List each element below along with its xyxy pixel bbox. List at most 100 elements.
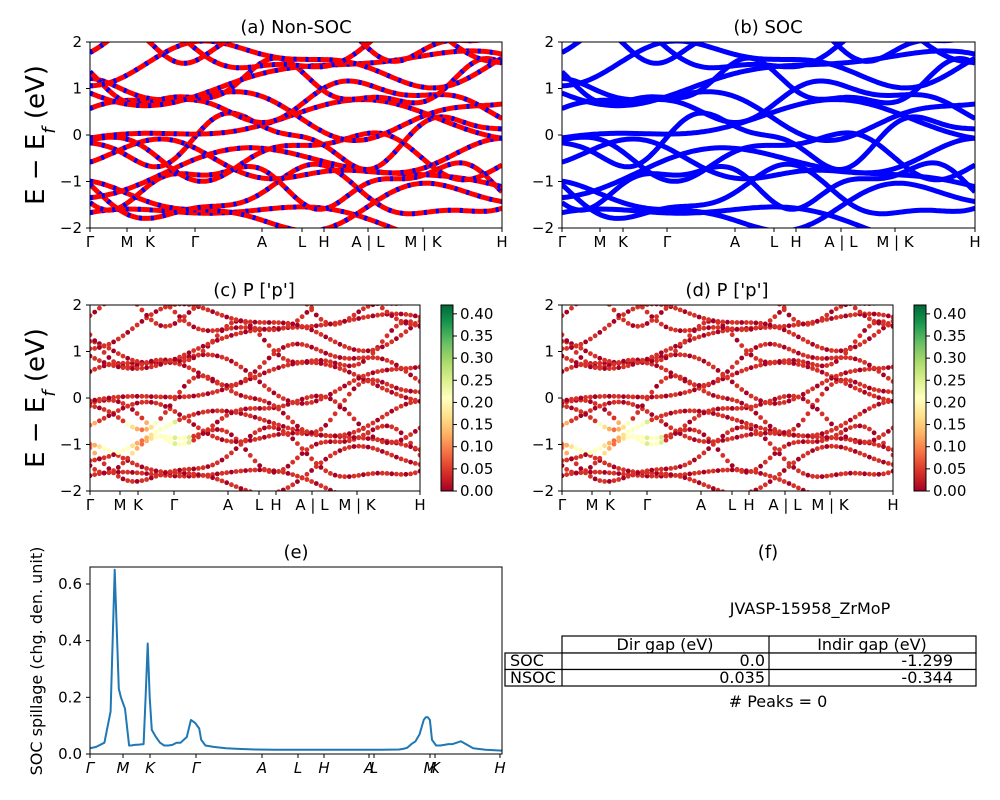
band-point xyxy=(734,383,740,389)
band-point xyxy=(635,424,641,430)
band-point xyxy=(706,446,711,452)
band-point xyxy=(304,451,310,457)
band-point xyxy=(394,426,399,432)
band-point xyxy=(144,312,150,318)
band-point xyxy=(323,319,329,325)
band-point xyxy=(361,373,366,379)
band-point xyxy=(668,352,674,358)
band-point xyxy=(172,309,178,315)
band-point xyxy=(200,343,206,349)
band-point xyxy=(588,336,593,342)
band-point xyxy=(616,360,622,365)
panel-d-title: (d) P ['p'] xyxy=(685,280,768,301)
band-point xyxy=(819,369,825,375)
band-point xyxy=(243,325,249,330)
band-point xyxy=(351,356,357,361)
band-point xyxy=(885,322,891,328)
band-point xyxy=(375,312,380,318)
band-point xyxy=(767,455,773,461)
band-point xyxy=(347,282,352,287)
band-point xyxy=(810,439,815,445)
band-point xyxy=(115,415,121,420)
band-point xyxy=(569,305,574,311)
band-point xyxy=(219,408,225,414)
xtick-label: A | L xyxy=(768,496,802,514)
colorbar-tick-label: 0.35 xyxy=(933,327,966,345)
band-point xyxy=(120,476,126,482)
band-point xyxy=(857,387,863,393)
band-point xyxy=(257,364,263,370)
band-point xyxy=(130,393,135,399)
band-point xyxy=(328,487,333,491)
band-point xyxy=(257,436,263,441)
band-point xyxy=(625,394,631,400)
band-point xyxy=(583,284,588,289)
band-point xyxy=(313,323,319,329)
band-point xyxy=(120,469,126,475)
band-point xyxy=(781,479,787,484)
band-point xyxy=(602,402,607,407)
band-point xyxy=(796,350,801,356)
xtick-label: K xyxy=(430,759,441,777)
band-point xyxy=(205,391,211,397)
band-point xyxy=(304,325,310,331)
band-point xyxy=(796,439,801,445)
band-point xyxy=(625,309,631,314)
colorbar-tick-label: 0.20 xyxy=(933,393,966,411)
band-point xyxy=(796,394,801,400)
band-point xyxy=(379,339,385,344)
band-point xyxy=(148,358,154,364)
xtick-label: Γ xyxy=(663,233,672,251)
xtick-label: Γ xyxy=(86,233,95,251)
band-point xyxy=(687,476,693,482)
band-point xyxy=(323,394,329,400)
band-point xyxy=(654,314,659,319)
band-point xyxy=(777,400,782,406)
xtick-label: M | K xyxy=(404,233,443,251)
band-point xyxy=(677,352,683,358)
band-point xyxy=(153,434,159,440)
band-point xyxy=(569,396,574,402)
band-point xyxy=(871,318,877,324)
band-point xyxy=(144,360,150,365)
band-point xyxy=(838,371,844,377)
band-point xyxy=(606,462,612,468)
band-point xyxy=(602,470,607,475)
band-point xyxy=(177,305,182,307)
band-point xyxy=(772,451,778,456)
band-point xyxy=(810,341,815,347)
band-point xyxy=(379,414,385,420)
table-row-soc-indir: -1.299 xyxy=(901,651,953,670)
band-point xyxy=(621,399,626,405)
band-point xyxy=(569,469,574,475)
band-point xyxy=(560,290,565,295)
band-point xyxy=(243,487,248,491)
band-point xyxy=(205,376,211,381)
band-point xyxy=(621,432,626,438)
band-point xyxy=(800,453,806,459)
band-point xyxy=(295,359,300,365)
table-header-dir: Dir gap (eV) xyxy=(617,635,714,654)
gap-table: Dir gap (eV) Indir gap (eV) SOC 0.0 -1.2… xyxy=(504,635,977,687)
band-point xyxy=(276,469,281,474)
band-point xyxy=(271,327,277,333)
band-point xyxy=(597,445,603,451)
band-point xyxy=(834,289,839,294)
band-point xyxy=(219,387,225,393)
band-point xyxy=(299,314,305,320)
band-point xyxy=(583,293,588,298)
band-point xyxy=(805,472,811,478)
band-point xyxy=(389,471,395,477)
band-point xyxy=(115,351,121,356)
band-point xyxy=(125,445,131,451)
band-point xyxy=(313,312,319,318)
band-point xyxy=(125,421,131,427)
band-point xyxy=(848,346,853,352)
band-point xyxy=(649,318,655,323)
band-point xyxy=(224,326,230,332)
ytick-label: 2 xyxy=(72,33,82,51)
band-point xyxy=(715,468,721,473)
band-point xyxy=(394,391,399,397)
band-point xyxy=(692,312,697,318)
band-point xyxy=(562,369,565,374)
